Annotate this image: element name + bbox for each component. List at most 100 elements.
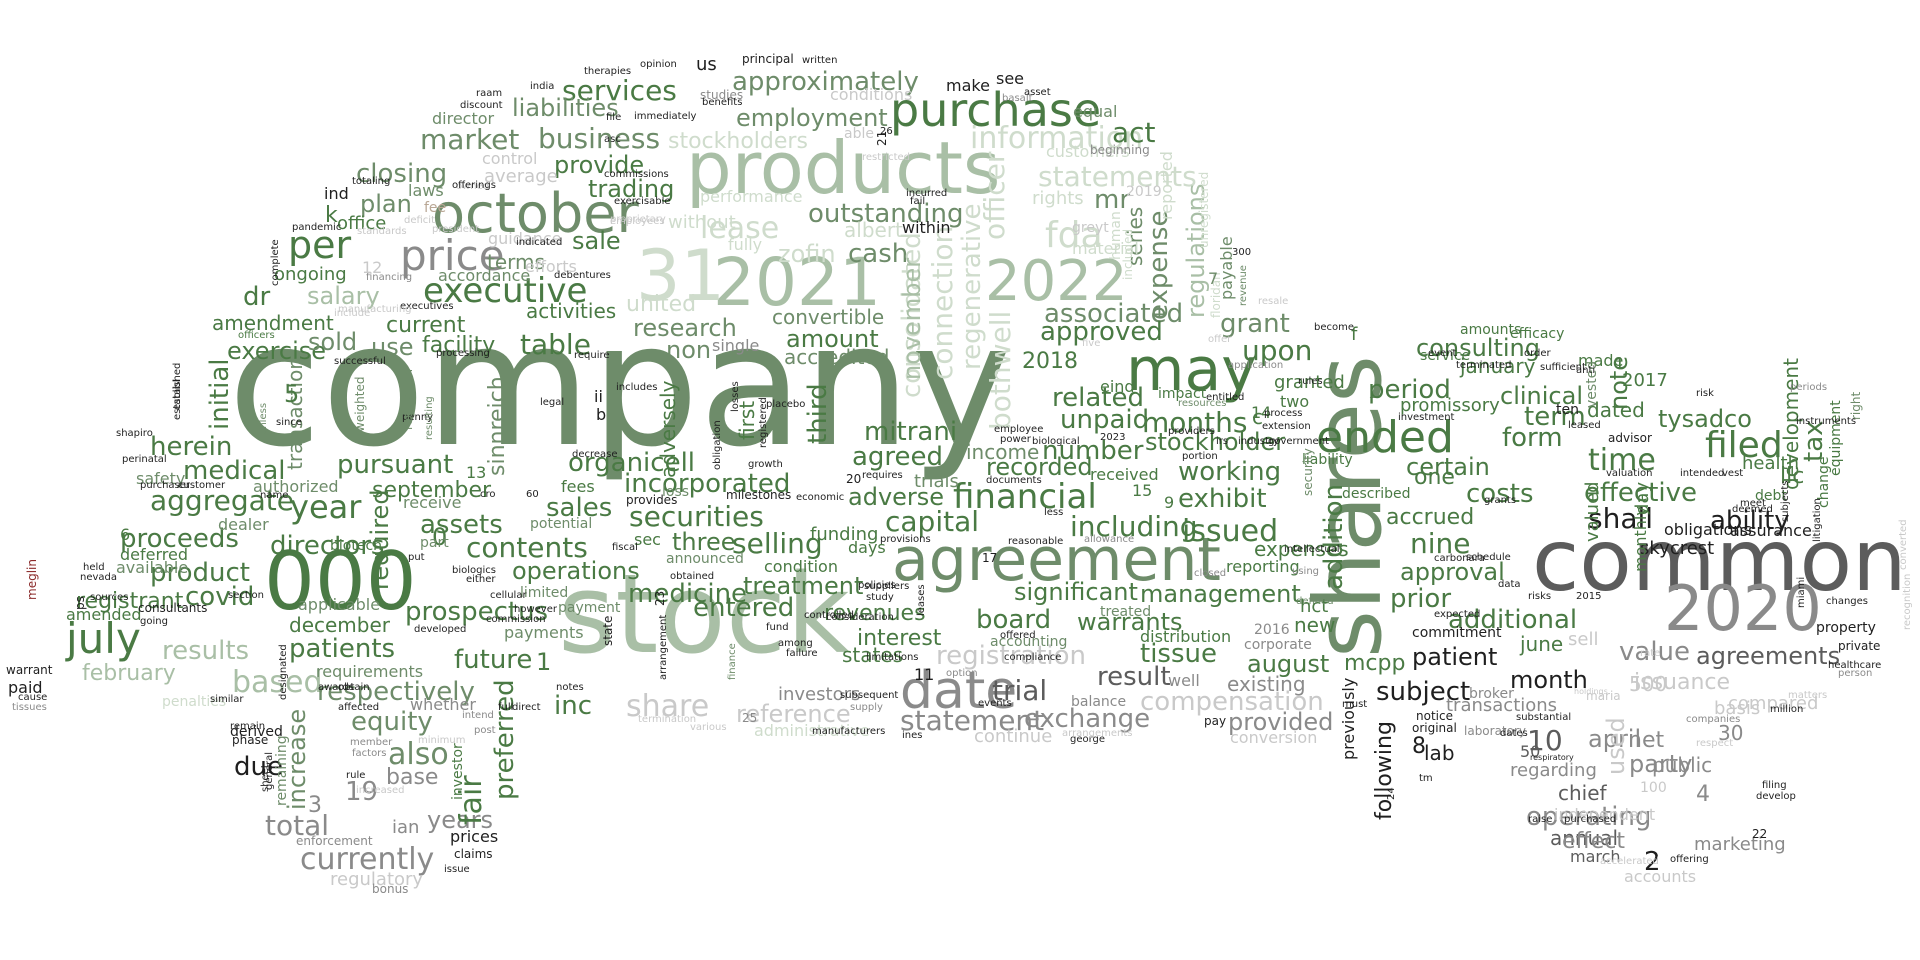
cloud-word-benefits: benefits [702, 97, 742, 108]
cloud-word-intended: intended [1680, 468, 1724, 479]
cloud-word-accounts: accounts [1624, 867, 1696, 886]
cloud-word-name: name [260, 490, 288, 501]
cloud-word-february: february [82, 661, 176, 686]
cloud-word-deemed: deemed [1732, 504, 1773, 515]
cloud-word-increase: increase [283, 709, 311, 810]
cloud-word-ian: ian [392, 817, 419, 838]
cloud-word-associated: associated [1044, 299, 1183, 329]
cloud-word-aggregate: aggregate [150, 484, 294, 517]
cloud-word-regulatory: regulatory [330, 869, 423, 890]
cloud-word-floridan: floridan [1209, 272, 1223, 318]
cloud-word-development: development [1779, 358, 1803, 490]
cloud-word-within: within [902, 218, 951, 237]
cloud-word-treated: treated [1100, 604, 1151, 620]
cloud-word-events: events [978, 698, 1012, 709]
cloud-word-2017: 2017 [1622, 370, 1668, 391]
cloud-word-additional: additional [1448, 605, 1577, 635]
cloud-word-skycrest: skycrest [1640, 538, 1714, 559]
cloud-word-option: option [946, 668, 978, 679]
cloud-word-human: human [1108, 211, 1124, 260]
cloud-word-owned: owned [456, 181, 489, 192]
cloud-word-respect: respect [1696, 738, 1733, 749]
cloud-word-million: million [1770, 704, 1803, 715]
cloud-word-fda: fda [1045, 215, 1103, 256]
cloud-word-1: 1 [536, 648, 551, 676]
cloud-word-ended: ended [1316, 412, 1454, 463]
cloud-word-note: note [1605, 356, 1633, 410]
cloud-word-regulations: regulations [1182, 184, 1210, 318]
cloud-word-ines: ines [902, 730, 922, 741]
cloud-word-available: available [116, 558, 188, 577]
cloud-word-november: november [898, 258, 926, 380]
cloud-word-agreement: agreement [892, 525, 1221, 595]
cloud-word-average: average [484, 166, 558, 187]
cloud-word-including: including [1070, 510, 1198, 543]
cloud-word-converted: converted [1898, 519, 1909, 570]
cloud-word-bothwell: bothwell [984, 311, 1017, 430]
cloud-word-capital: capital [885, 505, 979, 538]
cloud-word-sinnreich: sinnreich [485, 376, 510, 476]
cloud-word-power: power [1000, 434, 1032, 445]
cloud-word-net: net [1628, 728, 1664, 753]
cloud-word-term: term [1524, 402, 1586, 432]
cloud-word-employment: employment [736, 104, 888, 132]
cloud-word-13: 13 [466, 463, 486, 482]
cloud-word-30: 30 [1718, 721, 1743, 745]
cloud-word-equity: equity [351, 707, 433, 737]
cloud-word-following: following [1372, 721, 1397, 820]
cloud-word-require: require [574, 350, 610, 361]
cloud-word-investment: investment [1398, 412, 1455, 423]
cloud-word-form: form [1502, 423, 1563, 453]
cloud-word-amount: amount [786, 325, 879, 353]
cloud-word-december: december [289, 613, 391, 637]
cloud-word-post: post [474, 725, 496, 736]
cloud-word-direct: direct [512, 702, 541, 713]
cloud-word-business: business [538, 122, 660, 155]
cloud-word-upon: upon [1242, 334, 1312, 367]
cloud-word-must: must [1342, 699, 1367, 710]
cloud-word-laboratory: laboratory [1464, 724, 1526, 738]
cloud-word-treatment: treatment [743, 572, 863, 600]
cloud-word-investor: investor [450, 743, 466, 800]
cloud-word-standards: standards [357, 226, 407, 237]
cloud-word-interest: interest [857, 626, 942, 651]
cloud-word-intend: intend [462, 710, 494, 721]
cloud-word-stockholder: stockholder [1145, 428, 1285, 456]
cloud-word-september: september [372, 478, 492, 503]
cloud-word-contents: contents [466, 531, 588, 564]
cloud-word-outstanding: outstanding [808, 199, 963, 229]
cloud-word-security: security [1301, 448, 1315, 496]
cloud-word-amended: amended [66, 605, 142, 624]
cloud-word-31: 31 [636, 235, 725, 317]
cloud-word-safety: safety [136, 469, 185, 488]
cloud-word-certain: certain [1406, 453, 1490, 481]
cloud-word-offer: offer [1208, 334, 1232, 345]
cloud-word-used: used [1602, 717, 1630, 775]
cloud-word-payable: payable [1217, 236, 1236, 300]
cloud-word-19: 19 [345, 777, 378, 807]
cloud-word-company: company [228, 287, 1012, 485]
cloud-word-equipment: equipment [1828, 400, 1844, 476]
cloud-word-derived: derived [230, 724, 283, 740]
cloud-word-registered: registered [758, 397, 769, 448]
cloud-word-material: material [1072, 239, 1139, 258]
cloud-word-agreements: agreements [1696, 642, 1840, 670]
cloud-word-less: less [1044, 507, 1063, 518]
cloud-word-operating: operating [1526, 802, 1651, 832]
cloud-word-initial: initial [205, 359, 235, 431]
cloud-word-tissues: tissues [12, 702, 47, 713]
cloud-word-4: 4 [1696, 782, 1710, 807]
cloud-word-revenue: revenue [1238, 265, 1249, 306]
cloud-word-obtained: obtained [670, 571, 714, 582]
cloud-word-tysadco: tysadco [1658, 405, 1752, 433]
cloud-word-2019: 2019 [1126, 184, 1162, 200]
cloud-word-sales: sales [546, 493, 612, 523]
cloud-word-intellectual: intellectual [1284, 544, 1340, 555]
cloud-word-three: three [672, 528, 736, 556]
cloud-word-companies: companies [1686, 714, 1740, 725]
cloud-word-registrant: registrant [76, 589, 184, 614]
cloud-word-able: able [844, 126, 874, 142]
cloud-word-schedule: schedule [1466, 552, 1511, 563]
cloud-word-financial: financial [953, 477, 1097, 517]
cloud-word-filed: filed [1705, 425, 1783, 466]
